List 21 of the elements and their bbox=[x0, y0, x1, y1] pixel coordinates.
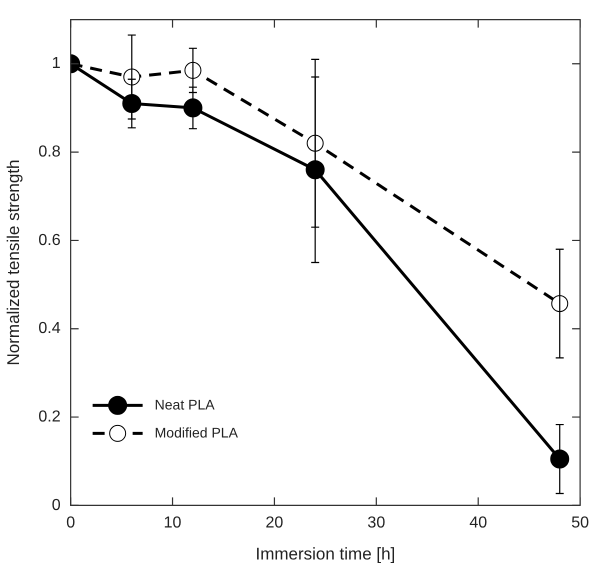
y-tick-label: 0.4 bbox=[38, 320, 61, 338]
y-tick-label: 1 bbox=[52, 55, 61, 72]
x-axis-title: Immersion time [h] bbox=[255, 544, 396, 564]
x-tick-label: 40 bbox=[469, 514, 488, 532]
y-tick-label: 0 bbox=[52, 496, 61, 514]
x-tick-label: 20 bbox=[266, 514, 284, 532]
y-axis-title: Normalized tensile strength bbox=[4, 160, 23, 366]
x-tick-label: 0 bbox=[66, 514, 76, 532]
point bbox=[306, 160, 325, 180]
point bbox=[183, 98, 202, 118]
y-tick-label: 0.8 bbox=[38, 143, 61, 160]
point bbox=[184, 62, 202, 79]
x-tick-label: 10 bbox=[164, 514, 182, 532]
y-tick-label: 0.2 bbox=[38, 408, 61, 426]
x-tick-label: 50 bbox=[571, 514, 590, 532]
y-tick-label: 0.6 bbox=[38, 232, 61, 249]
point bbox=[122, 94, 142, 114]
legend-label: Neat PLA bbox=[154, 396, 216, 412]
point bbox=[550, 450, 570, 469]
x-tick-label: 30 bbox=[367, 514, 386, 532]
legend-label: Modified PLA bbox=[154, 424, 239, 440]
